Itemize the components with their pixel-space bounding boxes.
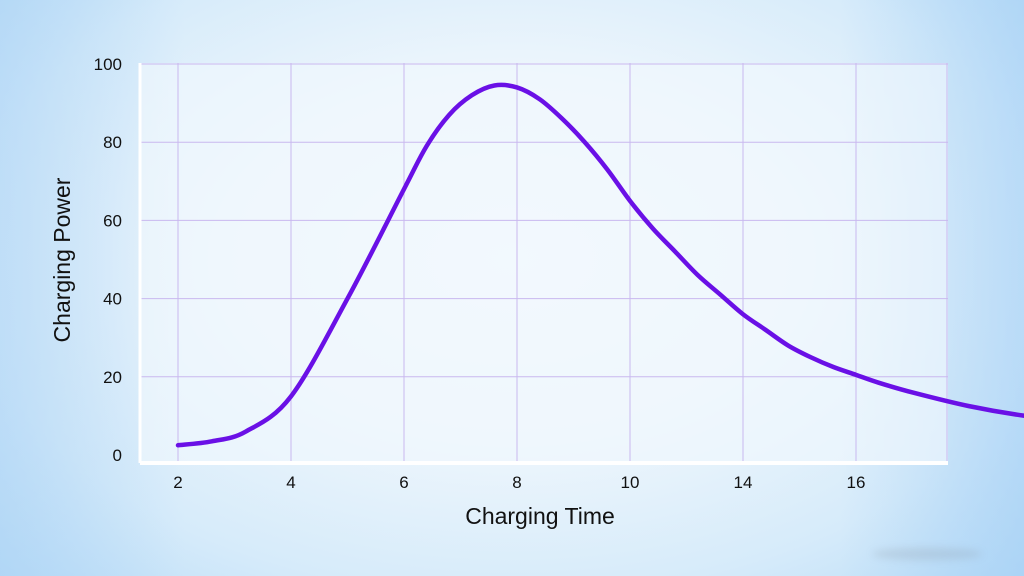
x-tick-label: 6: [399, 473, 408, 492]
plot-area: [140, 63, 948, 463]
x-tick-label: 2: [173, 473, 182, 492]
y-tick-label: 20: [103, 368, 122, 387]
y-tick-label: 80: [103, 133, 122, 152]
axes: [138, 63, 948, 465]
y-axis-title: Charging Power: [49, 177, 75, 342]
x-tick-label: 4: [286, 473, 295, 492]
y-tick-label: 0: [113, 446, 122, 465]
x-tick-label: 8: [512, 473, 521, 492]
x-tick-label: 14: [734, 473, 753, 492]
x-tick-labels: 2 4 6 8 10 14 16: [173, 473, 865, 492]
shadow-decoration: [872, 548, 982, 560]
x-axis-title: Charging Time: [465, 503, 615, 529]
x-tick-label: 10: [621, 473, 640, 492]
y-tick-label: 40: [103, 290, 122, 309]
y-tick-labels: 0 20 40 60 80 100: [94, 55, 122, 465]
series-group: [175, 82, 1024, 448]
y-tick-label: 100: [94, 55, 122, 74]
series-line: [175, 82, 1024, 448]
grid-lines: [140, 63, 948, 463]
x-tick-label: 16: [847, 473, 866, 492]
y-tick-label: 60: [103, 211, 122, 230]
